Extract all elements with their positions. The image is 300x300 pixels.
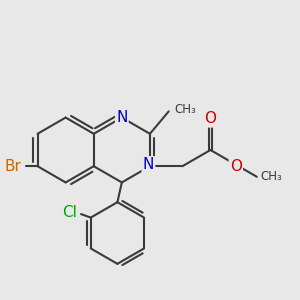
Text: N: N [143,157,154,172]
Text: O: O [205,111,217,126]
Text: N: N [116,110,128,125]
Text: Cl: Cl [63,205,77,220]
Text: Br: Br [4,159,21,174]
Text: CH₃: CH₃ [260,170,282,183]
Text: O: O [230,159,242,174]
Text: CH₃: CH₃ [174,103,196,116]
